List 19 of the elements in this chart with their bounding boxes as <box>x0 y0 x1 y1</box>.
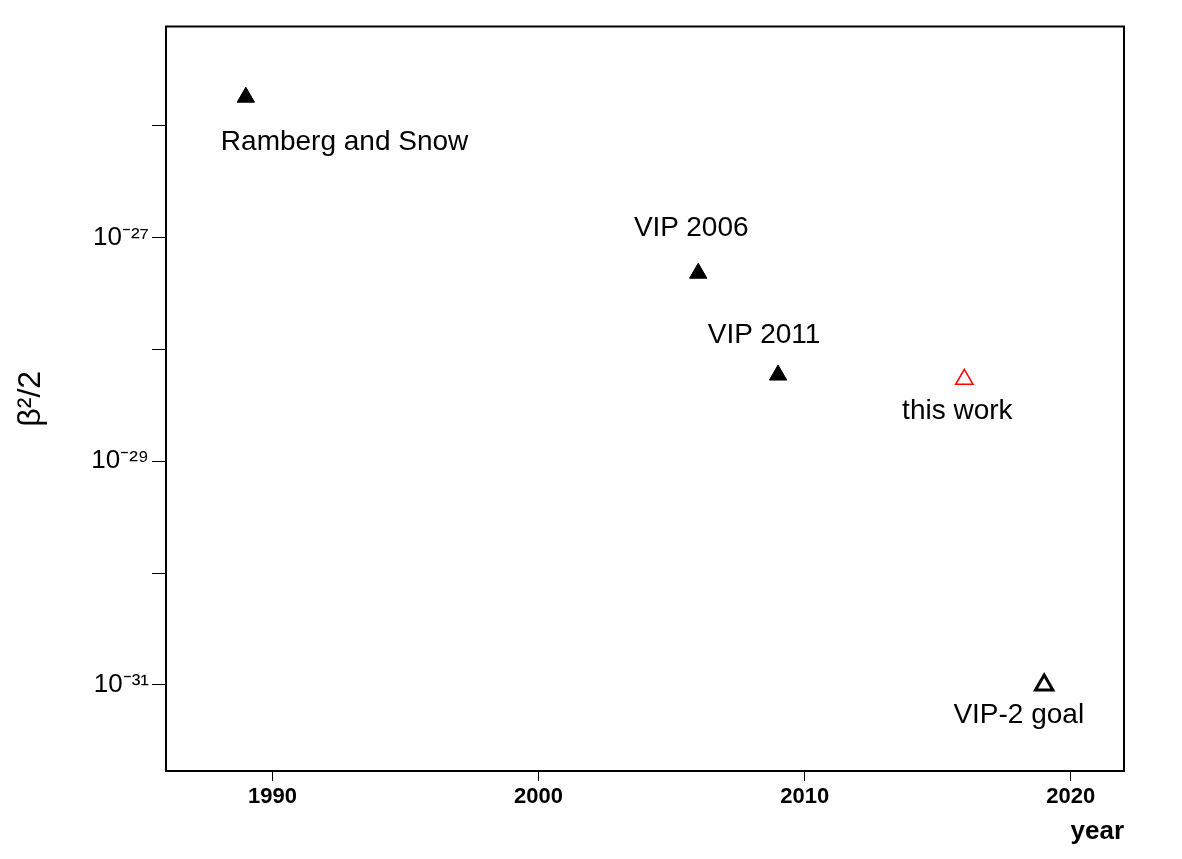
x-tick-label: 1990 <box>247 783 297 809</box>
annotation: VIP 2011 <box>707 317 821 349</box>
y-tick-label: 10⁻²⁷ <box>93 220 149 251</box>
y-axis-title: β²/2 <box>11 370 48 427</box>
y-tick-label: 10⁻³¹ <box>93 668 150 699</box>
point <box>1034 673 1055 692</box>
annotation: VIP-2 goal <box>953 697 1085 729</box>
point <box>236 86 255 103</box>
point <box>954 368 974 386</box>
annotation: Ramberg and Snow <box>220 124 470 156</box>
x-tick-label: 2010 <box>780 783 830 809</box>
x-axis-title: year <box>1070 814 1124 845</box>
point <box>689 262 708 279</box>
annotation: VIP 2006 <box>633 210 749 242</box>
y-tick-label: 10⁻²⁹ <box>91 444 149 475</box>
x-tick-label: 2000 <box>514 783 564 809</box>
point <box>768 364 788 381</box>
x-tick-label: 2020 <box>1046 783 1096 809</box>
annotation: this work <box>902 394 1014 426</box>
